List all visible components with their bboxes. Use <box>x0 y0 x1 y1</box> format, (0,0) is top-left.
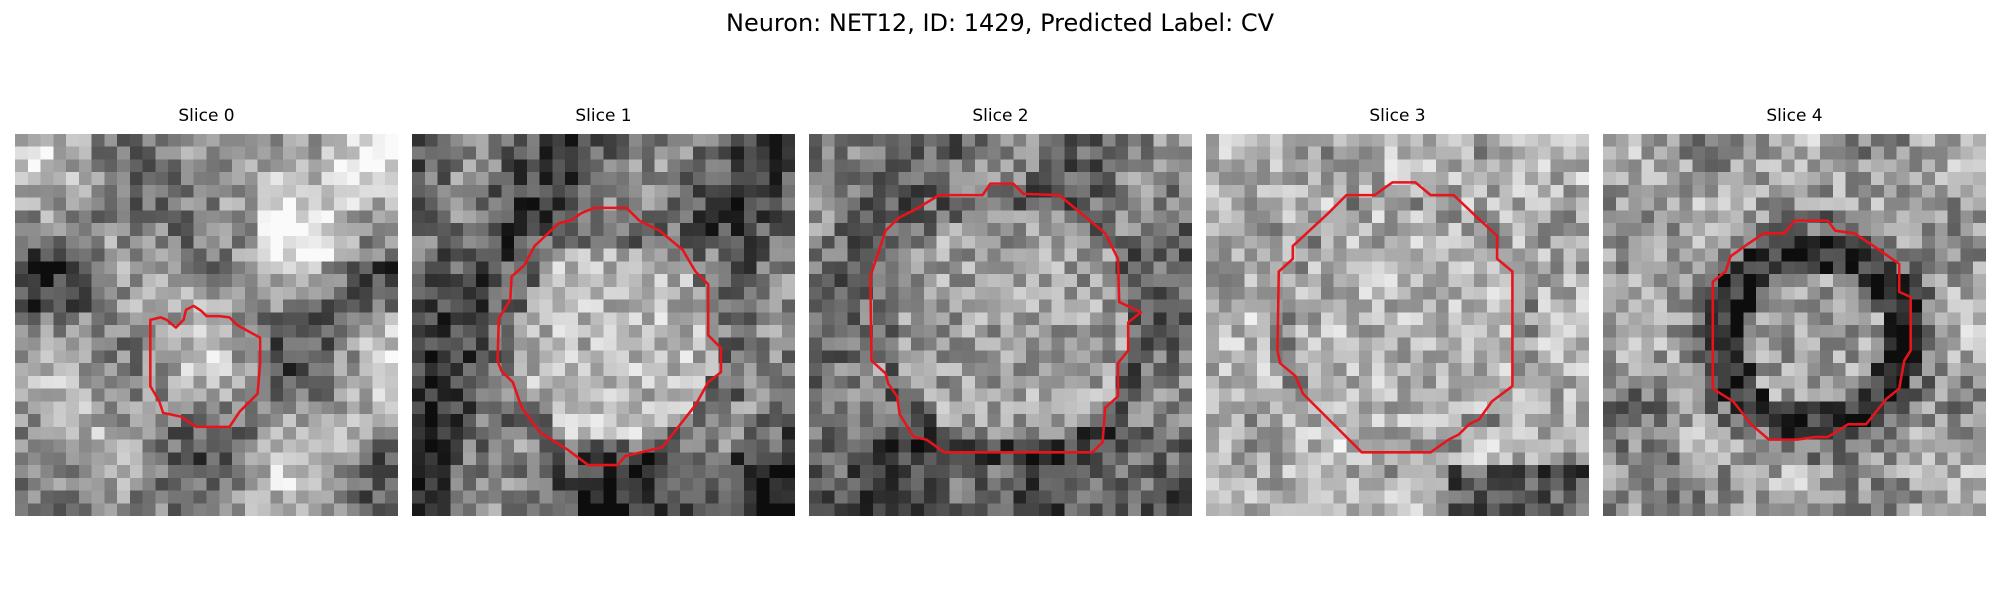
slice-image <box>15 134 398 516</box>
grayscale-pixels <box>809 134 1192 516</box>
slice-panel-0: Slice 0 <box>15 106 398 516</box>
grayscale-pixels <box>1206 134 1589 516</box>
grayscale-pixels <box>412 134 795 516</box>
grayscale-pixels <box>15 134 398 516</box>
contour-outline <box>149 304 262 429</box>
slice-image <box>412 134 795 516</box>
slice-title: Slice 3 <box>1369 106 1426 126</box>
slice-panel-2: Slice 2 <box>809 106 1192 516</box>
slice-panel-1: Slice 1 <box>412 106 795 516</box>
slice-title: Slice 0 <box>178 106 235 126</box>
grayscale-pixels <box>1603 134 1986 516</box>
slice-image <box>1206 134 1589 516</box>
slice-title: Slice 2 <box>972 106 1029 126</box>
contour-outline <box>869 182 1143 454</box>
slice-title: Slice 4 <box>1766 106 1823 126</box>
contour-outline <box>1276 181 1514 454</box>
figure-title: Neuron: NET12, ID: 1429, Predicted Label… <box>726 9 1274 37</box>
slice-image <box>1603 134 1986 516</box>
slice-panel-3: Slice 3 <box>1206 106 1589 516</box>
contour-outline <box>1711 219 1912 441</box>
slice-title: Slice 1 <box>575 106 632 126</box>
slice-image <box>809 134 1192 516</box>
slice-panel-4: Slice 4 <box>1603 106 1986 516</box>
contour-outline <box>496 206 723 467</box>
